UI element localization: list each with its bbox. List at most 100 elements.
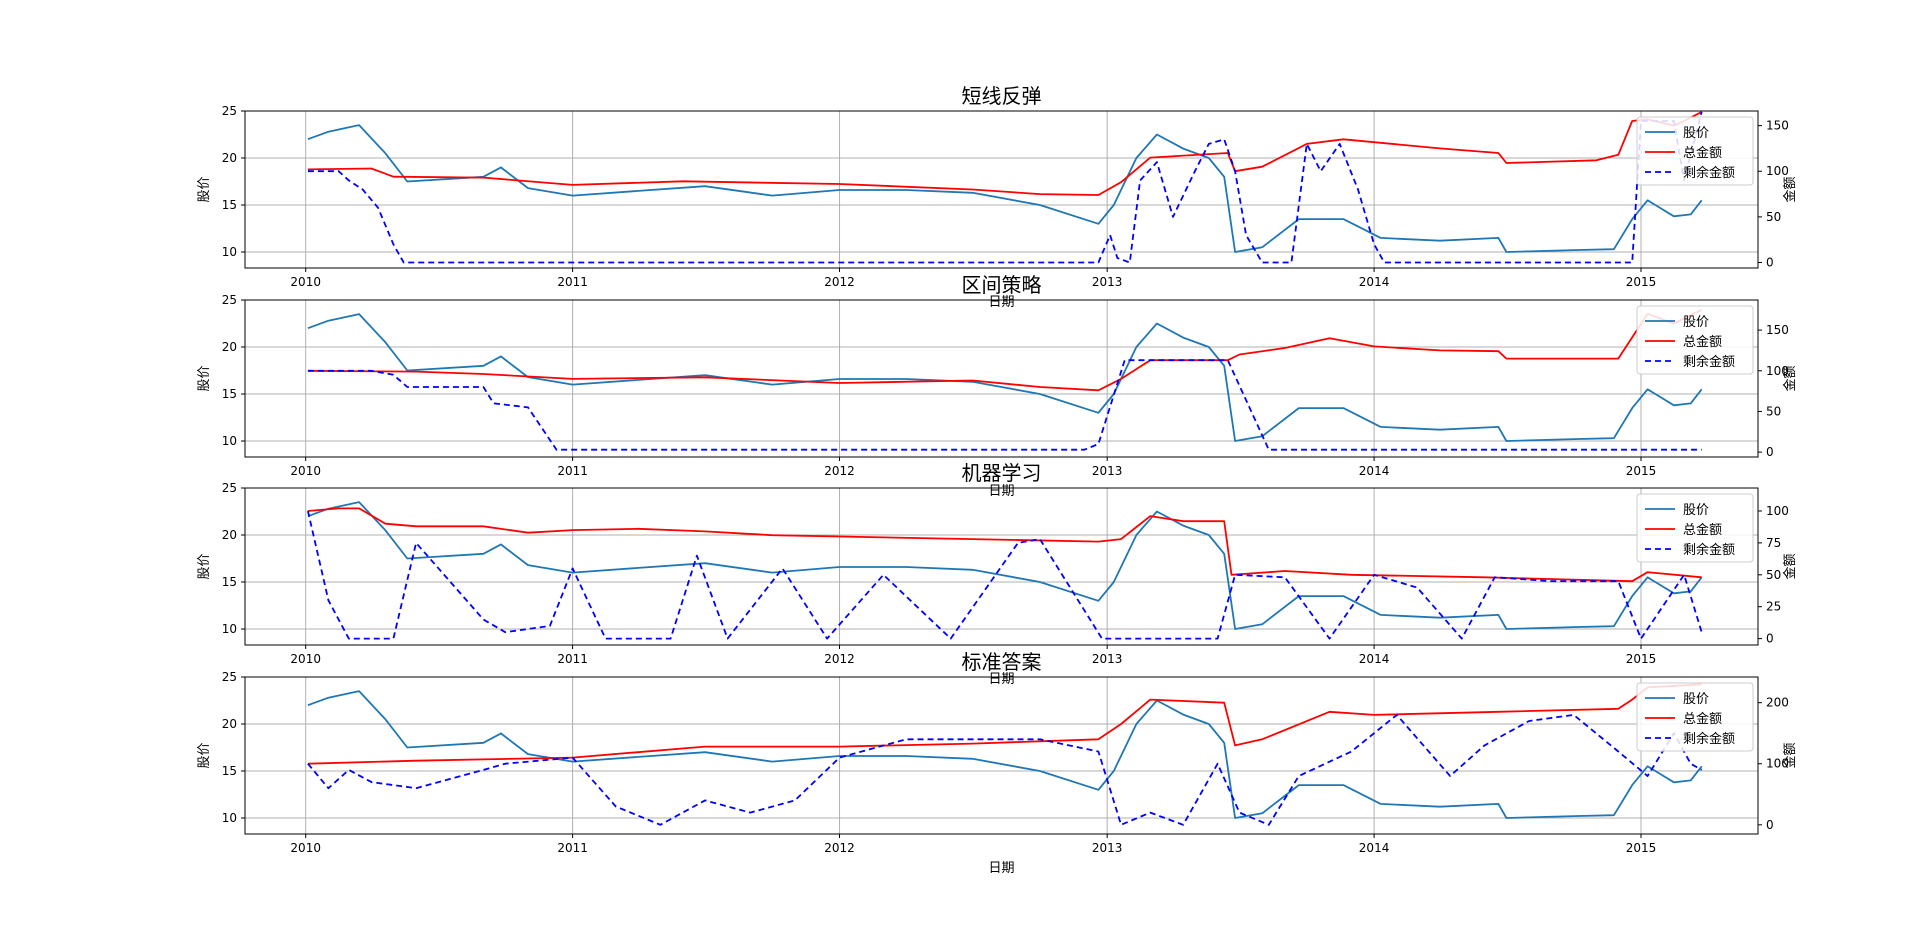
y2-tick-label: 100 [1766, 504, 1789, 518]
y2-tick-label: 100 [1766, 164, 1789, 178]
y-tick-label: 20 [222, 340, 237, 354]
x-tick-label: 2010 [290, 652, 321, 666]
series-line-total [307, 308, 1703, 392]
x-tick-label: 2013 [1092, 275, 1123, 289]
y-tick-label: 15 [222, 575, 237, 589]
x-tick-label: 2011 [557, 841, 588, 855]
x-tick-label: 2010 [290, 841, 321, 855]
legend-label: 总金额 [1683, 522, 1722, 538]
y2-tick-label: 100 [1766, 757, 1789, 771]
x-tick-label: 2012 [824, 652, 855, 666]
y-tick-label: 15 [222, 198, 237, 212]
axes-frame [244, 487, 1759, 646]
x-axis-label: 日期 [988, 672, 1014, 687]
legend-label: 股价 [1683, 315, 1709, 330]
legend-label: 剩余金额 [1683, 542, 1735, 558]
y-axis-label: 股价 [197, 553, 212, 579]
y2-tick-label: 0 [1766, 256, 1774, 270]
y-tick-label: 10 [222, 811, 237, 825]
y2-axis-label: 金额 [1782, 176, 1798, 202]
y-tick-label: 25 [222, 670, 237, 684]
y-tick-label: 20 [222, 528, 237, 542]
subplot-1: 2010 2011 2012 2013 2014 2015 10 15 20 25 0 50 100 15… [197, 84, 1798, 310]
y2-tick-label: 150 [1766, 323, 1789, 337]
x-tick-label: 2015 [1626, 275, 1657, 289]
axes-frame [244, 299, 1759, 458]
x-tick-label: 2011 [557, 652, 588, 666]
subplot-title: 机器学习 [962, 461, 1042, 485]
axes-frame [244, 676, 1759, 835]
series-line-remaining [307, 111, 1703, 264]
subplot-2: 2010 2011 2012 2013 2014 2015 10 15 20 25 0 50 100 15… [197, 273, 1798, 499]
x-axis-label: 日期 [988, 861, 1014, 876]
series-line-price [307, 690, 1703, 819]
y-tick-label: 20 [222, 151, 237, 165]
y-tick-label: 25 [222, 481, 237, 495]
legend-label: 股价 [1683, 126, 1709, 141]
x-tick-label: 2012 [824, 275, 855, 289]
legend-label: 总金额 [1683, 334, 1722, 350]
x-tick-label: 2012 [824, 464, 855, 478]
legend-box [1636, 493, 1754, 563]
x-tick-label: 2010 [290, 275, 321, 289]
legend-label: 股价 [1683, 692, 1709, 707]
y2-tick-label: 50 [1766, 210, 1781, 224]
x-tick-label: 2014 [1359, 275, 1390, 289]
x-tick-label: 2012 [824, 841, 855, 855]
legend-label: 剩余金额 [1683, 354, 1735, 370]
series-line-remaining [307, 714, 1703, 826]
x-tick-label: 2015 [1626, 464, 1657, 478]
x-tick-label: 2013 [1092, 464, 1123, 478]
y2-tick-label: 25 [1766, 600, 1781, 614]
legend-box [1636, 305, 1754, 375]
x-axis-label: 日期 [988, 295, 1014, 310]
y2-tick-label: 150 [1766, 119, 1789, 133]
x-tick-label: 2013 [1092, 652, 1123, 666]
series-line-total [307, 683, 1702, 765]
series-line-price [307, 501, 1703, 630]
y-tick-label: 10 [222, 245, 237, 259]
legend-box [1636, 116, 1754, 186]
legend-label: 总金额 [1683, 711, 1722, 727]
subplot-3: 2010 2011 2012 2013 2014 2015 10 15 20 25 0 25 50 75 1… [197, 461, 1798, 687]
x-tick-label: 2011 [557, 464, 588, 478]
y2-tick-label: 0 [1766, 818, 1774, 832]
series-line-price [307, 313, 1703, 442]
y-tick-label: 25 [222, 293, 237, 307]
y-axis-label: 股价 [197, 742, 212, 768]
axes-frame [244, 110, 1759, 269]
y2-tick-label: 50 [1766, 568, 1781, 582]
y2-tick-label: 200 [1766, 696, 1789, 710]
subplot-title: 标准答案 [962, 650, 1042, 674]
y-tick-label: 20 [222, 717, 237, 731]
series-line-remaining [307, 510, 1703, 640]
x-tick-label: 2013 [1092, 841, 1123, 855]
y-tick-label: 15 [222, 387, 237, 401]
x-tick-label: 2014 [1359, 464, 1390, 478]
legend-box [1636, 682, 1754, 752]
y-tick-label: 10 [222, 434, 237, 448]
x-tick-label: 2015 [1626, 652, 1657, 666]
y2-tick-label: 50 [1766, 404, 1781, 418]
y-tick-label: 10 [222, 622, 237, 636]
y2-tick-label: 100 [1766, 364, 1789, 378]
y2-axis-label: 金额 [1782, 553, 1798, 579]
x-tick-label: 2014 [1359, 652, 1390, 666]
legend-label: 剩余金额 [1683, 165, 1735, 181]
series-line-price [307, 124, 1703, 253]
y2-axis-label: 金额 [1782, 365, 1798, 391]
legend-label: 总金额 [1683, 145, 1722, 161]
y-axis-label: 股价 [197, 176, 212, 202]
x-tick-label: 2015 [1626, 841, 1657, 855]
series-line-total [307, 507, 1702, 583]
y2-tick-label: 0 [1766, 445, 1774, 459]
y-tick-label: 15 [222, 764, 237, 778]
y2-axis-label: 金额 [1782, 742, 1798, 768]
series-line-total [307, 111, 1703, 196]
series-line-remaining [307, 359, 1702, 451]
